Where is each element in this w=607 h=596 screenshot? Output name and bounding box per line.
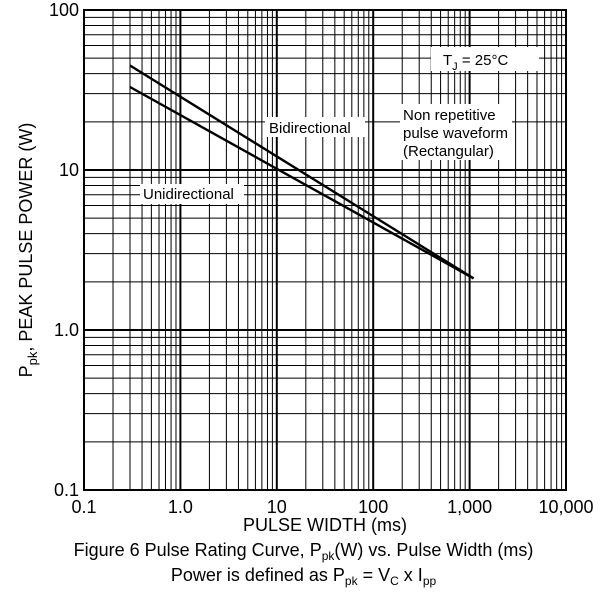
- x-tick-label: 1,000: [447, 497, 492, 517]
- y-tick-label: 0.1: [54, 480, 79, 500]
- series-label-bidirectional: Bidirectional: [269, 120, 351, 137]
- y-tick-label: 100: [49, 0, 79, 20]
- y-tick-labels: 100 10 1.0 0.1: [49, 0, 79, 500]
- series-line-bidirectional: [129, 64, 475, 280]
- y-tick-label: 10: [59, 160, 79, 180]
- power-definition: Power is defined as Ppk = VC x Ipp: [170, 565, 437, 588]
- figure-caption: Figure 6 Pulse Rating Curve, Ppk(W) vs. …: [73, 540, 534, 563]
- tj-annotation: TJ = 25°C: [443, 52, 508, 73]
- pulse-rating-chart: 0.1 1.0 10 100 1,000 10,000 100 10 1.0 0.1 PULSE…: [16, 0, 594, 535]
- series-label-unidirectional: Unidirectional: [143, 186, 234, 203]
- x-tick-label: 0.1: [71, 497, 96, 517]
- x-axis-title: PULSE WIDTH (ms): [243, 515, 407, 535]
- y-tick-label: 1.0: [54, 320, 79, 340]
- series-line-unidirectional: [129, 85, 475, 280]
- x-tick-label: 1.0: [168, 497, 193, 517]
- plot-frame: [83, 9, 567, 491]
- y-axis-title: Ppk, PEAK PULSE POWER (W): [16, 123, 40, 378]
- x-tick-label: 10: [267, 497, 287, 517]
- series-lines: [129, 64, 475, 280]
- waveform-note: Non repetitive pulse waveform (Rectangul…: [403, 107, 512, 160]
- x-tick-label: 10,000: [538, 497, 593, 517]
- x-tick-label: 100: [358, 497, 388, 517]
- x-tick-labels: 0.1 1.0 10 100 1,000 10,000: [71, 497, 593, 517]
